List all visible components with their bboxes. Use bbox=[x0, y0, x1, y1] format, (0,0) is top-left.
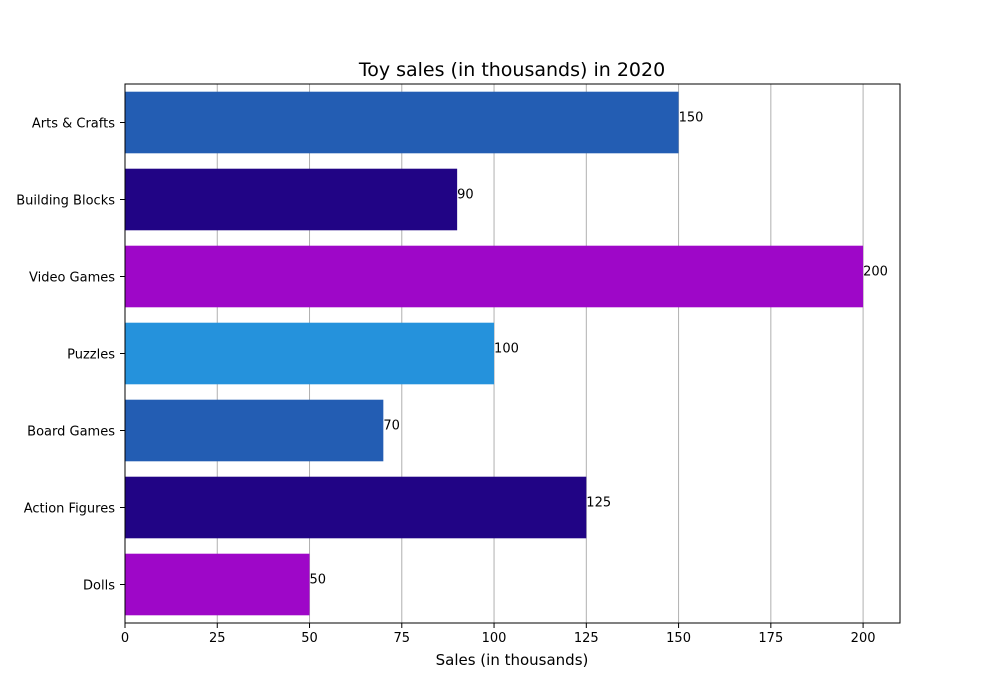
x-tick-label: 75 bbox=[394, 631, 411, 646]
x-tick-label: 100 bbox=[482, 631, 507, 646]
y-tick-label: Video Games bbox=[29, 271, 115, 286]
bar bbox=[125, 476, 587, 539]
x-tick-label: 175 bbox=[758, 631, 783, 646]
data-labels: 50 125 70 100 200 90 150 bbox=[310, 111, 888, 588]
bar-value-label: 70 bbox=[383, 419, 400, 434]
bar bbox=[125, 168, 458, 231]
x-tick-label: 125 bbox=[574, 631, 599, 646]
y-tick-label: Building Blocks bbox=[16, 194, 115, 209]
bar bbox=[125, 91, 679, 154]
bar-value-label: 50 bbox=[310, 573, 327, 588]
bar-value-label: 100 bbox=[494, 342, 519, 357]
y-tick-label: Puzzles bbox=[67, 348, 115, 363]
x-tick-label: 150 bbox=[666, 631, 691, 646]
y-axis-ticks: Dolls Action Figures Board Games Puzzles Vid… bbox=[16, 117, 125, 594]
bar bbox=[125, 322, 495, 385]
chart-title: Toy sales (in thousands) in 2020 bbox=[358, 59, 665, 81]
bar bbox=[125, 399, 384, 462]
y-tick-label: Arts & Crafts bbox=[32, 117, 115, 132]
x-tick-label: 200 bbox=[851, 631, 876, 646]
bar-value-label: 150 bbox=[679, 111, 704, 126]
bar bbox=[125, 245, 864, 308]
x-tick-label: 0 bbox=[121, 631, 129, 646]
x-axis-label: Sales (in thousands) bbox=[436, 651, 589, 669]
bar-value-label: 90 bbox=[457, 188, 474, 203]
x-tick-label: 25 bbox=[209, 631, 226, 646]
y-tick-label: Dolls bbox=[83, 579, 115, 594]
x-tick-label: 50 bbox=[301, 631, 318, 646]
bar-value-label: 125 bbox=[586, 496, 611, 511]
y-tick-label: Board Games bbox=[27, 425, 115, 440]
bars bbox=[125, 91, 864, 616]
x-axis-ticks: 0 25 50 75 100 125 150 175 200 bbox=[121, 623, 876, 646]
bar-value-label: 200 bbox=[863, 265, 888, 280]
bar bbox=[125, 553, 310, 616]
y-tick-label: Action Figures bbox=[24, 502, 116, 517]
